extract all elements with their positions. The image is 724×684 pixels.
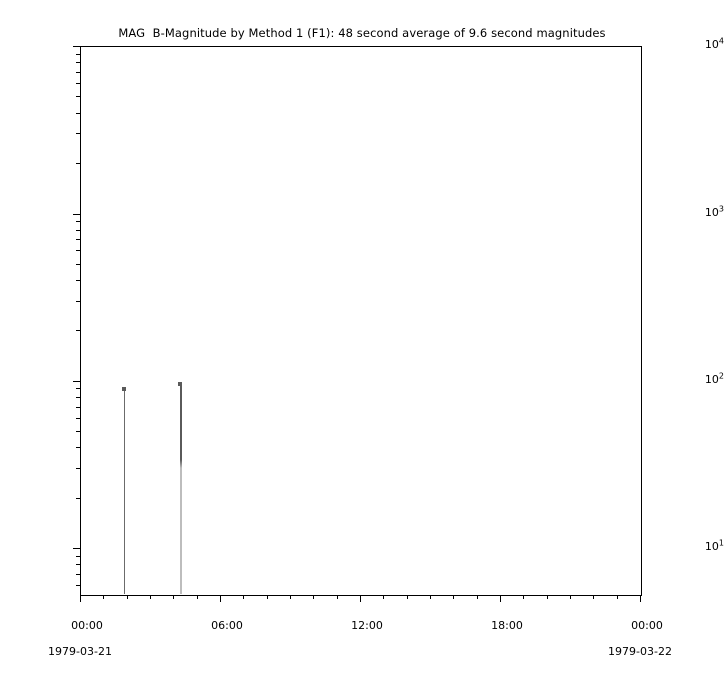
y-tick-minor <box>76 573 80 575</box>
x-tick-label-18: 18:00 <box>440 606 560 645</box>
x-tick-minor <box>173 595 175 599</box>
x-tick-time-06: 06:00 <box>211 619 243 632</box>
x-tick-minor <box>383 595 385 599</box>
x-tick-major-18 <box>500 595 501 602</box>
x-tick-minor <box>196 595 198 599</box>
y-tick-minor <box>76 468 80 470</box>
y-tick-minor <box>76 71 80 73</box>
x-tick-label-start: 00:00 1979-03-21 <box>20 606 140 684</box>
y-tick-minor <box>76 220 80 222</box>
y-tick-minor <box>76 263 80 265</box>
y-tick-minor <box>76 497 80 499</box>
x-tick-major-0 <box>80 595 81 602</box>
x-tick-minor <box>336 595 338 599</box>
y-tick-minor <box>76 250 80 252</box>
data-point-marker <box>122 387 127 392</box>
y-tick-major-100 <box>73 381 80 382</box>
y-tick-minor <box>76 585 80 587</box>
x-tick-minor <box>126 595 128 599</box>
plot-area <box>80 46 640 594</box>
y-tick-label-10000: 104 <box>704 36 724 51</box>
mag-b-magnitude-plot: MAG B-Magnitude by Method 1 (F1): 48 sec… <box>48 26 724 658</box>
y-tick-minor <box>76 430 80 432</box>
x-tick-date-start: 1979-03-21 <box>48 645 112 658</box>
x-tick-date-end: 1979-03-22 <box>608 645 672 658</box>
x-tick-label-end: 00:00 1979-03-22 <box>580 606 700 684</box>
y-tick-major-10000 <box>73 46 80 47</box>
y-tick-minor <box>76 396 80 398</box>
y-tick-minor <box>76 62 80 64</box>
x-tick-minor <box>150 595 151 599</box>
x-tick-major-12 <box>360 595 361 602</box>
y-tick-label-1000: 103 <box>704 204 724 219</box>
x-tick-minor <box>406 595 408 599</box>
y-tick-minor <box>76 330 80 332</box>
x-tick-minor <box>453 595 455 599</box>
y-tick-minor <box>76 83 80 85</box>
y-tick-minor <box>76 162 80 164</box>
x-tick-major-6 <box>220 595 221 602</box>
y-tick-label-100: 102 <box>704 371 724 386</box>
y-tick-minor <box>76 564 80 566</box>
x-tick-minor <box>266 595 268 599</box>
x-tick-time-18: 18:00 <box>491 619 523 632</box>
data-point-marker <box>178 381 183 386</box>
x-tick-minor <box>476 595 478 599</box>
y-tick-minor <box>76 229 80 231</box>
x-tick-label-06: 06:00 <box>160 606 280 645</box>
y-tick-minor <box>76 555 80 557</box>
y-tick-minor <box>76 112 80 114</box>
y-tick-major-10 <box>73 548 80 549</box>
y-tick-minor <box>76 53 80 55</box>
y-tick-minor <box>76 406 80 408</box>
data-spike-stem <box>123 389 125 594</box>
x-tick-minor <box>430 595 431 599</box>
x-tick-label-12: 12:00 <box>300 606 420 645</box>
y-tick-major-1000 <box>73 214 80 215</box>
x-tick-minor <box>616 595 618 599</box>
x-tick-minor <box>593 595 595 599</box>
x-tick-minor <box>313 595 315 599</box>
y-tick-minor <box>76 447 80 449</box>
y-tick-minor <box>76 133 80 135</box>
y-tick-minor <box>76 279 80 281</box>
y-tick-minor <box>76 417 80 419</box>
plot-title: MAG B-Magnitude by Method 1 (F1): 48 sec… <box>118 26 606 40</box>
y-tick-minor <box>76 96 80 98</box>
x-tick-minor <box>546 595 548 599</box>
x-tick-time-12: 12:00 <box>351 619 383 632</box>
x-tick-minor <box>523 595 525 599</box>
y-tick-minor <box>76 388 80 390</box>
x-tick-minor <box>103 595 105 599</box>
data-spike-stem <box>179 383 182 594</box>
x-tick-minor <box>570 595 571 599</box>
y-tick-minor <box>76 239 80 241</box>
y-tick-label-10: 101 <box>704 538 724 553</box>
x-tick-time-end: 00:00 <box>631 619 663 632</box>
x-tick-time-start: 00:00 <box>71 619 103 632</box>
x-tick-major-24 <box>640 595 641 602</box>
y-tick-minor <box>76 300 80 302</box>
x-tick-minor <box>290 595 291 599</box>
x-tick-minor <box>243 595 245 599</box>
